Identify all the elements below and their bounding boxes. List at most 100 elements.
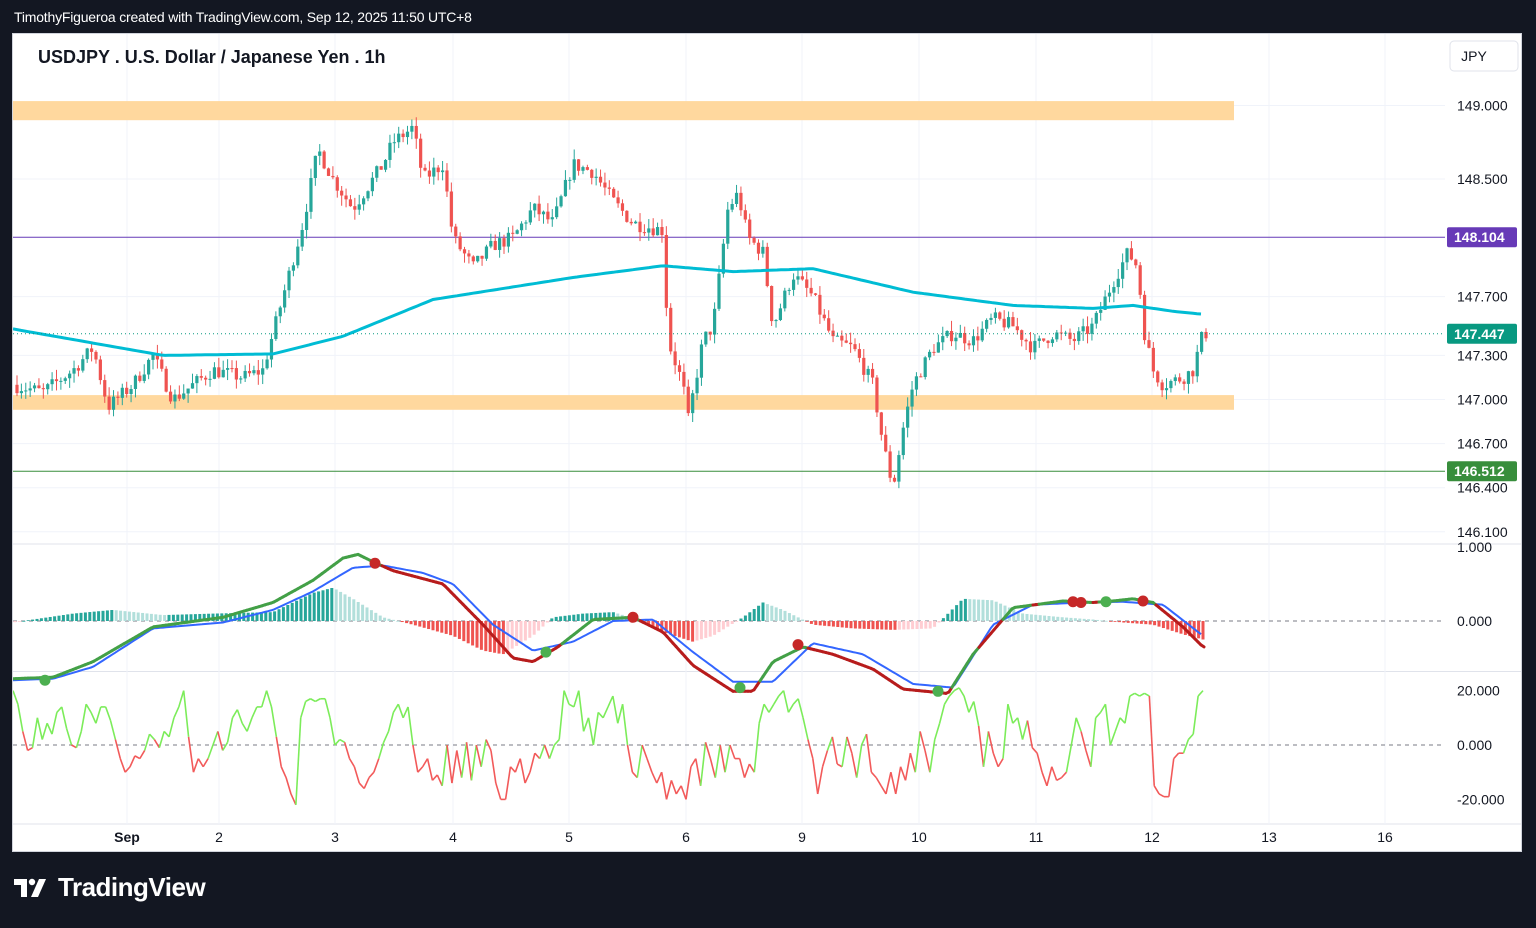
candle	[1094, 311, 1098, 329]
macd-cross-down-marker	[1067, 596, 1079, 608]
oscillator-line-segment	[899, 766, 907, 781]
candle-body	[866, 368, 870, 375]
candle-body	[498, 238, 502, 250]
oscillator-line-segment	[436, 774, 443, 787]
candle	[291, 262, 296, 277]
candle	[199, 369, 203, 381]
candle-body	[125, 387, 129, 395]
candle-body	[756, 242, 761, 254]
oscillator-line-segment	[963, 695, 970, 713]
candle	[743, 204, 747, 223]
candle-body	[726, 209, 730, 244]
oscillator-line-segment	[85, 703, 92, 713]
macd-histogram-bar	[704, 621, 708, 638]
candle	[691, 389, 695, 423]
oscillator-line-segment	[1012, 717, 1019, 724]
candle	[664, 226, 668, 317]
candle	[989, 313, 993, 325]
candle-body	[708, 331, 712, 335]
macd-histogram-bar	[418, 621, 422, 627]
candle-body	[748, 219, 752, 238]
oscillator-line-segment	[265, 690, 273, 708]
price-tag-label: 148.104	[1454, 229, 1505, 245]
candle-body	[467, 253, 471, 257]
macd-histogram-bar	[1003, 605, 1007, 621]
macd-histogram-bar	[770, 605, 774, 621]
candle-body	[476, 255, 480, 262]
macd-histogram-bar	[831, 621, 835, 627]
currency-button[interactable]	[1449, 40, 1519, 72]
candle	[1099, 301, 1103, 321]
oscillator-axis-label: 0.000	[1457, 737, 1492, 753]
oscillator-line-segment	[656, 771, 663, 784]
macd-histogram-bar	[730, 621, 734, 624]
candle	[225, 359, 230, 381]
candle-body	[822, 314, 826, 319]
candle	[1050, 337, 1055, 347]
candle-body	[809, 287, 813, 294]
oscillator-line-segment	[841, 736, 848, 767]
candle-body	[32, 385, 37, 389]
oscillator-line-segment	[314, 698, 321, 703]
oscillator-line-segment	[104, 706, 112, 721]
candle	[537, 195, 541, 222]
candle	[568, 177, 572, 190]
candle	[559, 194, 563, 208]
candle	[129, 384, 133, 403]
oscillator-line-segment	[417, 766, 424, 773]
tradingview-brand: TradingView	[14, 872, 206, 903]
candle	[695, 368, 699, 401]
chart-area[interactable]: USDJPY . U.S. Dollar / Japanese Yen . 1h…	[12, 33, 1522, 852]
oscillator-line-segment	[495, 782, 502, 800]
currency-label: JPY	[1461, 48, 1487, 64]
oscillator-line-segment	[246, 717, 253, 732]
macd-histogram-bar	[933, 621, 937, 627]
candle-body	[901, 427, 905, 456]
candle	[998, 311, 1002, 321]
candle	[892, 474, 897, 483]
candle	[261, 359, 265, 385]
macd-histogram-bar	[598, 612, 602, 621]
candle-body	[1033, 340, 1037, 353]
candle-body	[1024, 339, 1028, 342]
oscillator-line-segment	[665, 780, 673, 800]
oscillator-line-segment	[31, 717, 39, 748]
candle-body	[1050, 339, 1055, 344]
candle-body	[230, 368, 234, 370]
candle-body	[1028, 341, 1033, 353]
candle	[300, 223, 304, 252]
oscillator-line-segment	[865, 734, 873, 773]
macd-histogram-bar	[308, 594, 312, 621]
oscillator-line-segment	[646, 758, 653, 773]
candle-body	[190, 383, 195, 389]
candle	[142, 364, 146, 384]
macd-histogram-bar	[171, 614, 175, 621]
oscillator-line-segment	[699, 742, 707, 786]
candle	[844, 333, 848, 344]
candle	[734, 184, 739, 208]
macd-histogram-bar	[352, 599, 356, 621]
oscillator-line-segment	[1168, 758, 1175, 797]
candle-body	[94, 351, 98, 360]
macd-histogram-bar	[127, 611, 131, 621]
macd-histogram-bar	[796, 617, 800, 621]
oscillator-line-segment	[548, 744, 556, 759]
macd-histogram-bar	[994, 601, 998, 621]
candle	[348, 195, 353, 207]
macd-histogram-bar	[858, 621, 862, 629]
chart-svg[interactable]: USDJPY . U.S. Dollar / Japanese Yen . 1h…	[13, 34, 1522, 852]
candle	[1156, 370, 1160, 387]
candle-body	[335, 177, 339, 191]
candle	[1059, 324, 1063, 341]
macd-cross-up-marker	[932, 685, 944, 697]
candle	[585, 164, 589, 171]
macd-histogram-bar	[691, 621, 695, 642]
candle-body	[620, 203, 625, 211]
candle-body	[208, 378, 212, 380]
macd-histogram-bar	[255, 612, 259, 621]
candle	[471, 255, 475, 265]
candle-body	[379, 166, 383, 170]
oscillator-line-segment	[724, 744, 731, 773]
oscillator-line-segment	[519, 758, 526, 784]
macd-histogram-bar	[61, 615, 65, 621]
